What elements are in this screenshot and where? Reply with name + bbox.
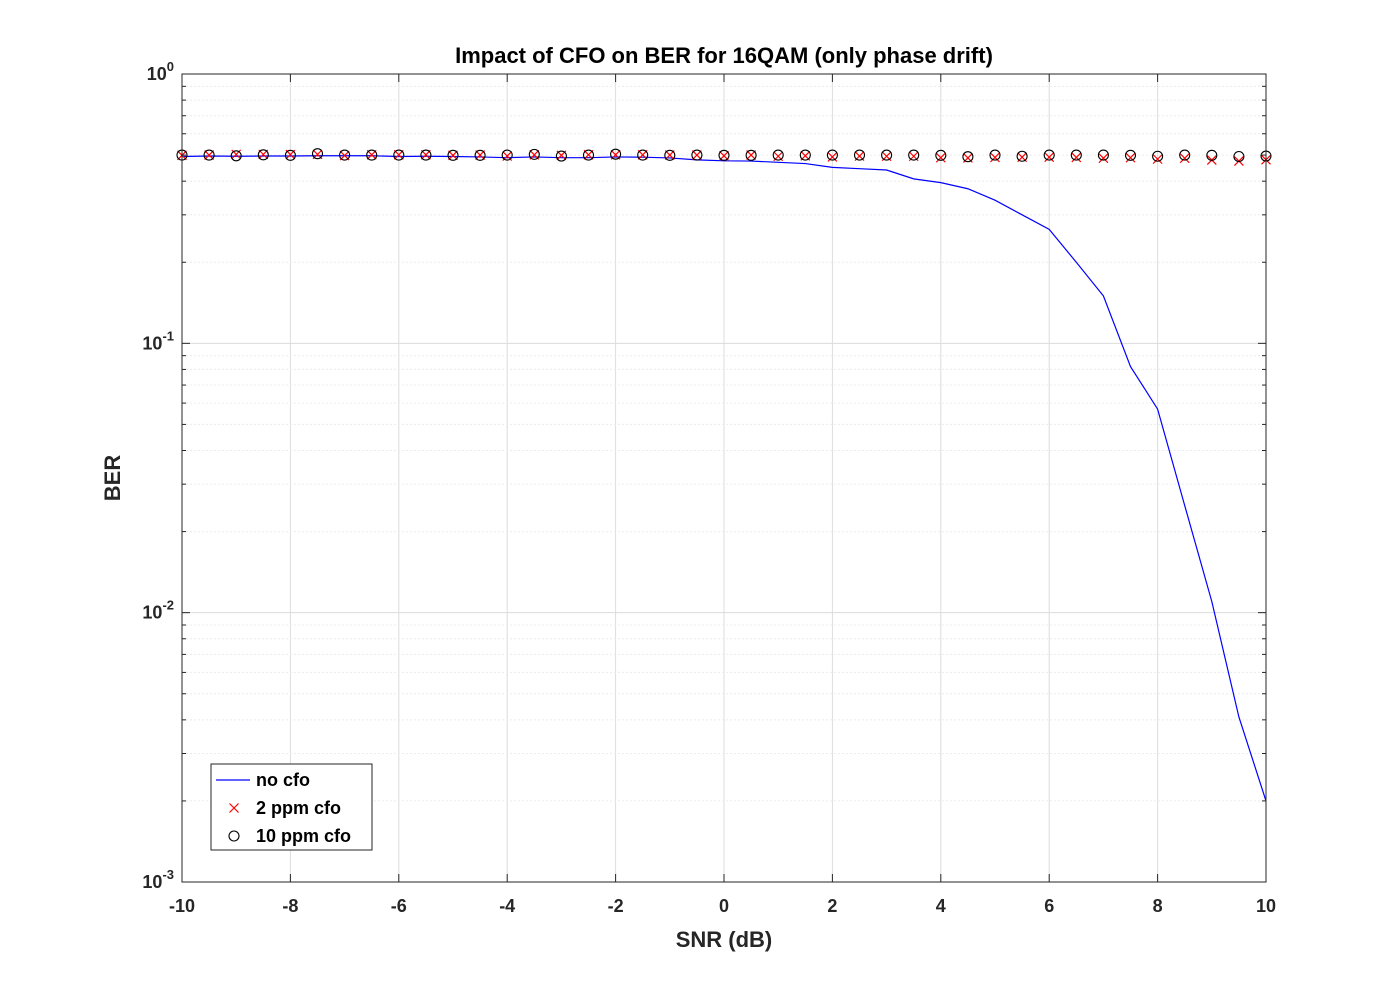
grid <box>181 73 1267 883</box>
x-tick-label: 2 <box>827 896 837 916</box>
data-point-circle-marker <box>1097 149 1109 161</box>
data-point-circle-marker <box>284 149 296 161</box>
data-point-circle-marker <box>1043 149 1055 161</box>
data-point-x-marker <box>1071 152 1082 163</box>
data-point-circle-marker <box>853 149 866 161</box>
data-point-circle-marker <box>935 149 947 161</box>
data-point-x-marker <box>1125 152 1136 163</box>
data-point-x-marker <box>1044 152 1055 163</box>
data-point-x-marker <box>990 152 1000 163</box>
data-point-x-marker <box>637 149 648 160</box>
data-point-circle-marker <box>691 149 703 161</box>
data-point-circle-marker <box>637 149 649 161</box>
data-point-x-marker <box>1152 154 1163 165</box>
x-tick-label: 4 <box>936 896 946 916</box>
x-axis-label: SNR (dB) <box>676 927 773 952</box>
y-tick-label: 10-3 <box>142 867 174 892</box>
data-point-x-marker <box>1098 153 1109 164</box>
y-axis-label: BER <box>100 455 125 502</box>
y-tick-base: 10 <box>142 333 162 353</box>
data-point-x-marker <box>420 149 431 160</box>
data-point-circle-marker <box>1152 150 1164 162</box>
data-point-circle-marker <box>1233 150 1245 163</box>
data-point-circle-marker <box>1206 149 1218 161</box>
data-point-circle-marker <box>230 150 242 162</box>
data-point-circle-marker <box>989 149 1001 161</box>
data-point-circle-marker <box>1179 149 1191 161</box>
data-point-circle-marker <box>393 149 405 161</box>
data-point-circle-marker <box>339 149 351 161</box>
data-point-x-marker <box>746 150 757 161</box>
x-tick-label: -10 <box>169 896 195 916</box>
x-tick-label: -6 <box>391 896 407 916</box>
x-tick-label: -2 <box>608 896 624 916</box>
data-point-circle-marker <box>718 149 730 161</box>
y-tick-exponent: 0 <box>167 59 174 74</box>
data-point-circle-marker <box>745 149 757 161</box>
data-point-circle-marker <box>1016 150 1028 162</box>
data-point-circle-marker <box>447 149 459 161</box>
data-point-x-marker <box>827 152 838 162</box>
data-point-circle-marker <box>826 149 838 161</box>
data-point-x-marker <box>475 150 486 161</box>
data-point-circle-marker <box>908 149 920 161</box>
data-point-x-marker <box>366 149 377 160</box>
data-point-circle-marker <box>881 149 893 161</box>
data-point-circle-marker <box>257 149 269 161</box>
legend-label: 10 ppm cfo <box>256 826 351 846</box>
data-point-circle-marker <box>203 149 215 161</box>
x-tick-label: 6 <box>1044 896 1054 916</box>
data-point-circle-marker <box>582 149 595 161</box>
data-point-circle-marker <box>474 149 486 161</box>
y-tick-exponent: -3 <box>162 867 174 882</box>
y-tick-label: 10-1 <box>142 328 174 353</box>
data-point-x-marker <box>935 152 946 163</box>
legend-swatch-x <box>229 803 239 813</box>
y-tick-label: 10-2 <box>142 598 174 623</box>
x-tick-label: -4 <box>499 896 515 916</box>
series-2 <box>176 148 1272 163</box>
y-tick-exponent: -1 <box>162 328 174 343</box>
x-tick-label: -8 <box>282 896 298 916</box>
data-point-circle-marker <box>799 149 811 161</box>
data-point-circle-marker <box>610 148 622 160</box>
data-point-circle-marker <box>1070 149 1082 161</box>
y-tick-label: 100 <box>147 59 174 84</box>
data-point-x-marker <box>204 150 215 161</box>
data-point-x-marker <box>448 150 458 161</box>
y-tick-exponent: -2 <box>162 598 174 613</box>
data-point-circle-marker <box>420 149 432 161</box>
x-tick-label: 0 <box>719 896 729 916</box>
legend: no cfo 2 ppm cfo 10 ppm cfo <box>210 763 373 851</box>
legend-label: no cfo <box>256 770 310 790</box>
data-point-circle-marker <box>772 149 784 161</box>
data-point-circle-marker <box>1124 149 1137 161</box>
data-point-x-marker <box>1179 153 1190 164</box>
data-point-circle-marker <box>311 148 324 160</box>
legend-swatch-circle <box>228 830 240 842</box>
data-point-circle-marker <box>528 148 540 160</box>
x-tick-label: 10 <box>1256 896 1276 916</box>
data-point-circle-marker <box>664 149 676 161</box>
legend-box <box>210 763 373 851</box>
data-point-x-marker <box>393 149 404 160</box>
data-point-x-marker <box>583 149 594 160</box>
data-point-circle-marker <box>501 149 513 161</box>
data-point-x-marker <box>691 150 702 161</box>
data-point-circle-marker <box>555 150 567 162</box>
chart-title: Impact of CFO on BER for 16QAM (only pha… <box>455 43 993 68</box>
data-point-circle-marker <box>366 149 378 161</box>
y-tick-base: 10 <box>142 872 162 892</box>
legend-label: 2 ppm cfo <box>256 798 341 818</box>
data-point-x-marker <box>664 150 675 161</box>
x-tick-label: 8 <box>1153 896 1163 916</box>
data-point-circle-marker <box>962 151 974 163</box>
y-tick-base: 10 <box>147 64 167 84</box>
y-tick-base: 10 <box>142 603 162 623</box>
